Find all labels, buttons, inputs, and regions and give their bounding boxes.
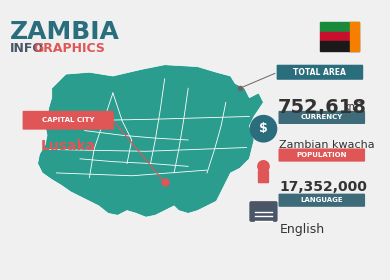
Text: GRAPHICS: GRAPHICS — [34, 42, 106, 55]
FancyBboxPatch shape — [278, 111, 365, 124]
Text: POPULATION: POPULATION — [296, 152, 347, 158]
FancyBboxPatch shape — [258, 170, 269, 183]
Text: Lusaka: Lusaka — [41, 139, 96, 153]
Polygon shape — [38, 65, 264, 217]
Text: Zambian kwacha: Zambian kwacha — [280, 140, 375, 150]
Circle shape — [250, 116, 277, 142]
Text: km²: km² — [344, 102, 362, 112]
Text: LANGUAGE: LANGUAGE — [300, 197, 343, 203]
Text: INFO: INFO — [9, 42, 43, 55]
FancyBboxPatch shape — [278, 194, 365, 207]
Text: English: English — [280, 223, 324, 236]
FancyBboxPatch shape — [23, 111, 114, 130]
Bar — [320, 41, 360, 51]
Bar — [320, 32, 360, 41]
Bar — [320, 22, 360, 32]
Text: ZAMBIA: ZAMBIA — [9, 20, 119, 44]
Text: 752,618: 752,618 — [278, 98, 367, 117]
FancyBboxPatch shape — [278, 148, 365, 162]
Circle shape — [258, 161, 269, 172]
FancyBboxPatch shape — [277, 65, 363, 80]
Text: 17,352,000: 17,352,000 — [280, 179, 367, 193]
Text: CAPITAL CITY: CAPITAL CITY — [42, 117, 94, 123]
FancyBboxPatch shape — [249, 201, 278, 222]
Text: $: $ — [259, 122, 268, 135]
Text: TOTAL AREA: TOTAL AREA — [294, 68, 346, 77]
Bar — [350, 22, 360, 51]
Text: CURRENCY: CURRENCY — [301, 115, 343, 120]
